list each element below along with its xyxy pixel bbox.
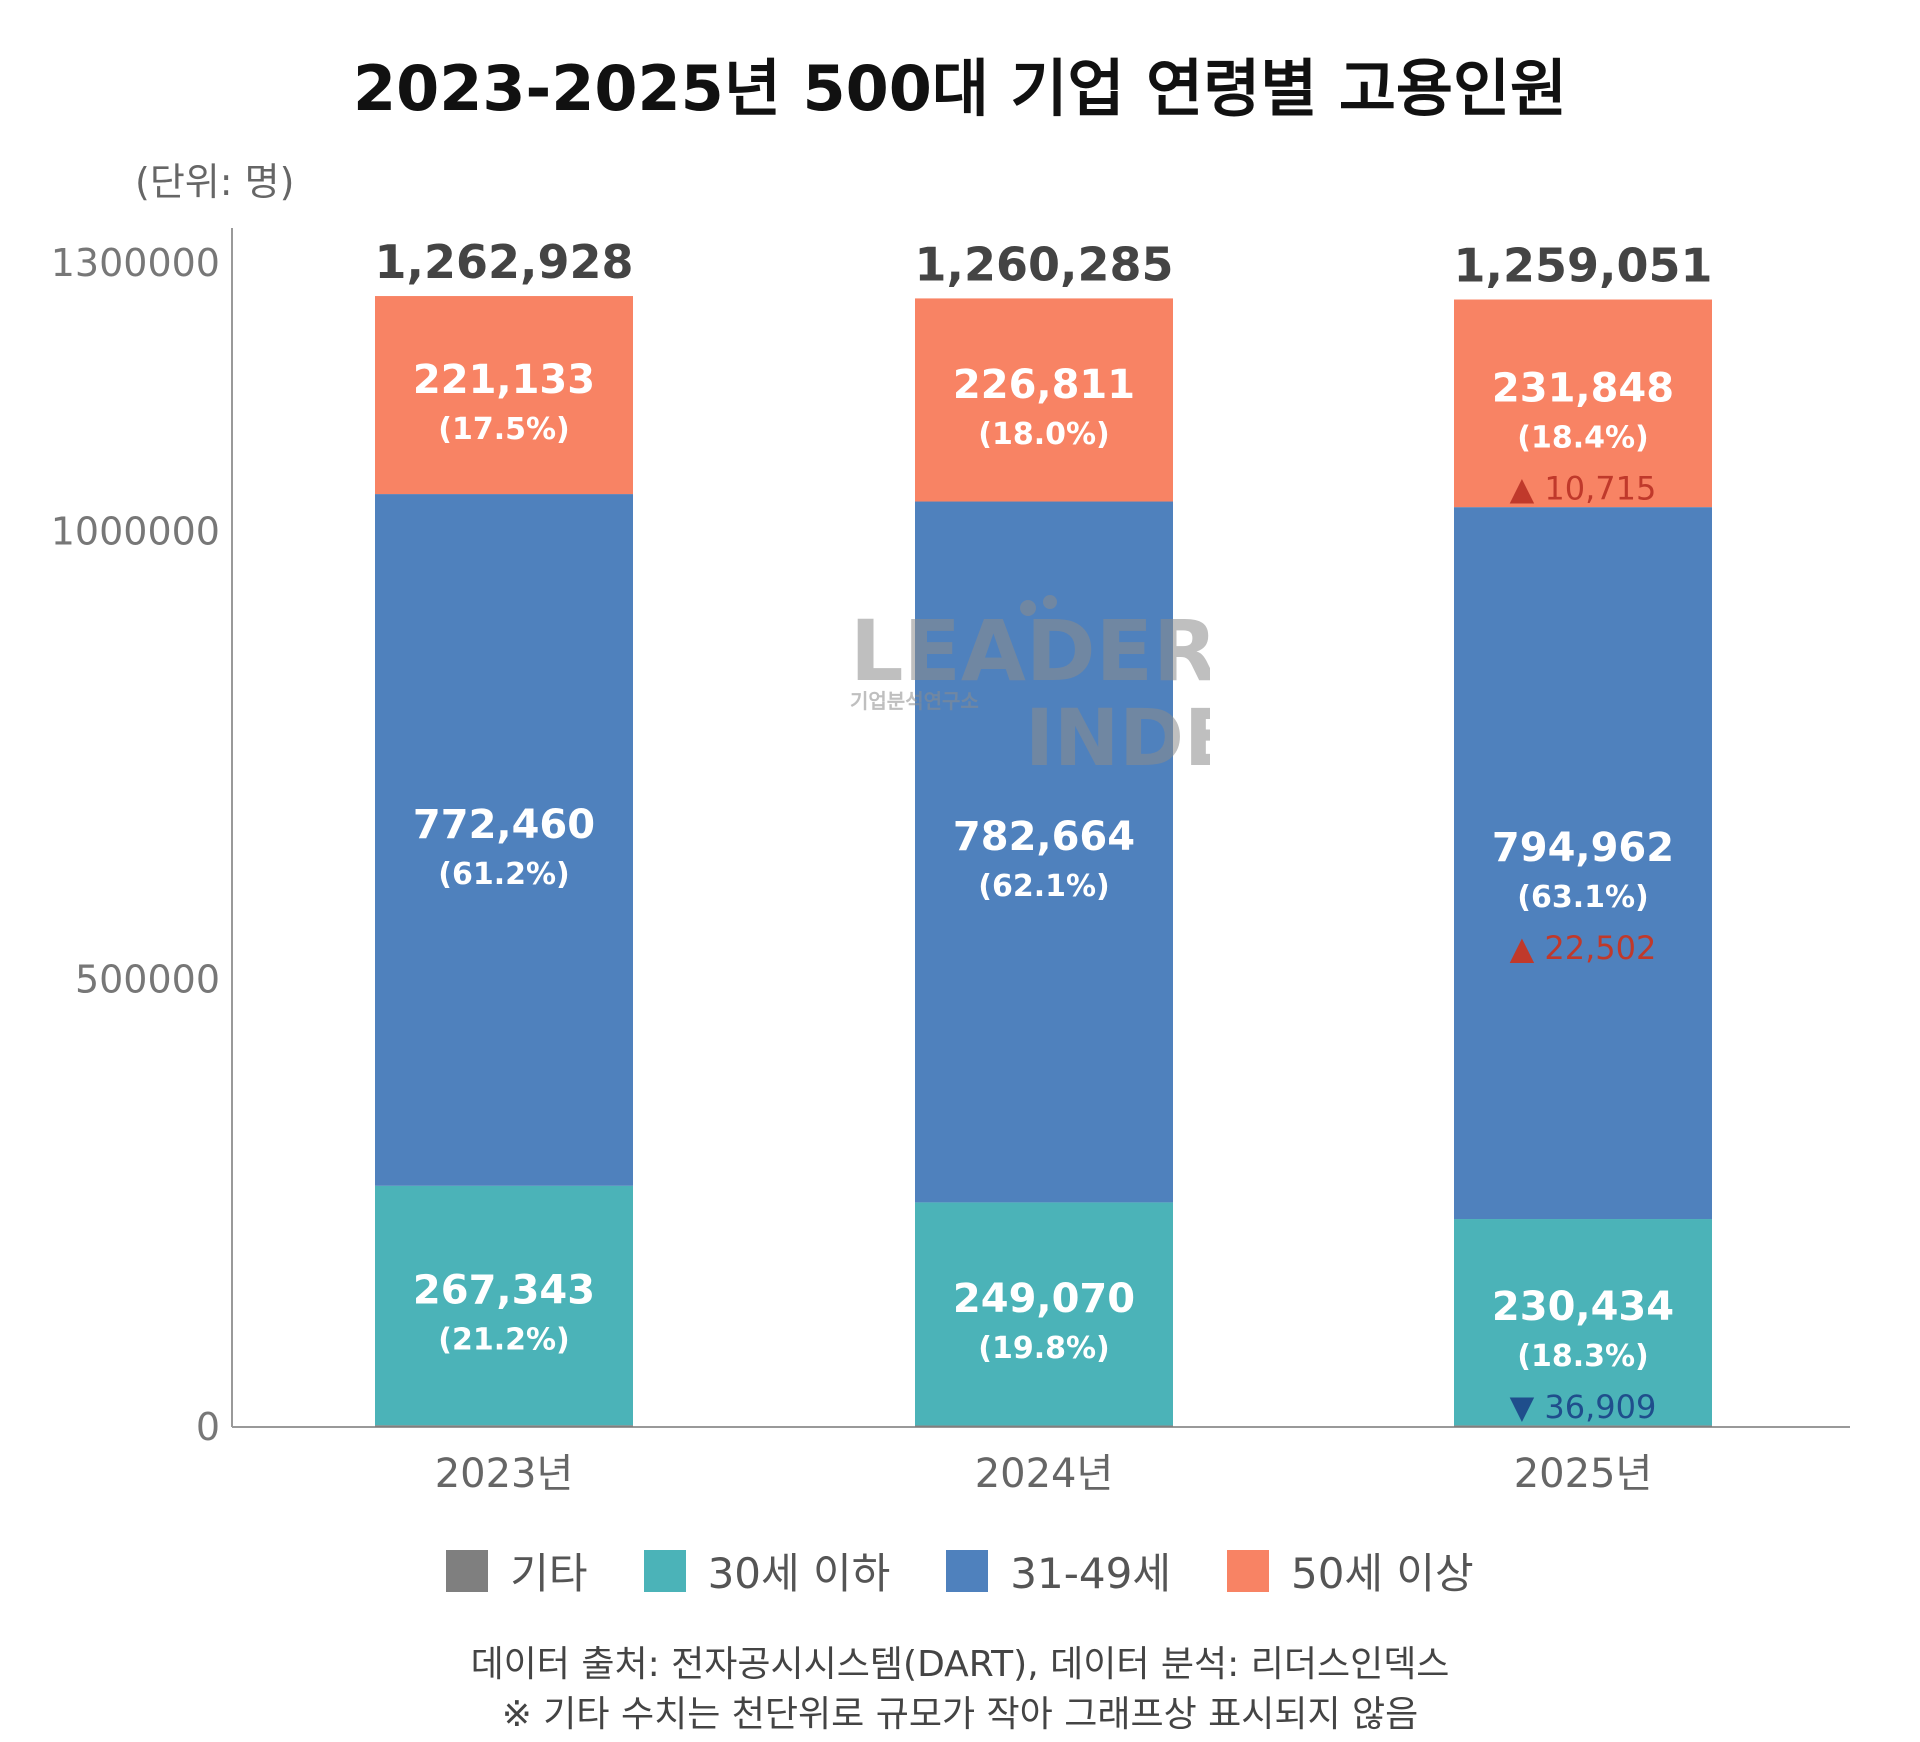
legend-swatch: [446, 1549, 489, 1592]
data-label: 772,460: [413, 802, 595, 848]
legend-swatch: [1226, 1549, 1269, 1592]
legend-swatch: [946, 1549, 989, 1592]
change-annotation: ▼ 36,909: [1510, 1388, 1657, 1426]
y-tick-label: 1000000: [51, 510, 220, 554]
x-tick-label: 2023년: [435, 1451, 574, 1497]
total-label: 1,259,051: [1454, 239, 1713, 293]
legend-label: 31-49세: [1010, 1549, 1171, 1598]
label-layer: 267,343 (21.2%) 772,460 (61.2%) 221,133 (17.5…: [375, 235, 1713, 1426]
chart-title: 2023-2025년 500대 기업 연령별 고용인원: [352, 52, 1568, 125]
legend-item: 30세 이하: [643, 1540, 891, 1601]
data-pct-label: (18.3%): [1517, 1339, 1649, 1374]
etc-note: ※ 기타 수치는 천단위로 규모가 작아 그래프상 표시되지 않음: [501, 1694, 1419, 1735]
bar-segment-기타: [1454, 1425, 1712, 1427]
bar-segment-31-49세: [375, 494, 633, 1186]
legend-item: 기타: [446, 1540, 588, 1601]
chart-area: (단위: 명) 0 500000 1000000 1300000 2023년 2024년 2…: [51, 160, 1850, 1497]
bar-segment-30세-이하: [375, 1185, 633, 1426]
legend-label: 기타: [510, 1549, 588, 1598]
legend: 기타 30세 이하 31-49세 50세 이상: [0, 1540, 1920, 1601]
total-label: 1,260,285: [915, 237, 1174, 291]
legend-swatch: [643, 1549, 686, 1592]
data-pct-label: (19.8%): [978, 1331, 1110, 1366]
data-pct-label: (18.0%): [978, 417, 1110, 452]
data-label: 231,848: [1492, 365, 1674, 411]
x-tick-label: 2025년: [1514, 1451, 1653, 1497]
watermark-line2: INDEX: [1025, 694, 1210, 784]
watermark-dot-icon: [1020, 600, 1036, 616]
bar-segment-30세-이하: [915, 1202, 1173, 1426]
data-pct-label: (63.1%): [1517, 880, 1649, 915]
legend-label: 50세 이상: [1290, 1549, 1474, 1598]
data-pct-label: (62.1%): [978, 869, 1110, 904]
data-pct-label: (18.4%): [1517, 420, 1649, 455]
bar-segment-30세-이하: [1454, 1219, 1712, 1426]
y-tick-label: 1300000: [51, 241, 220, 285]
legend-item: 50세 이상: [1226, 1540, 1474, 1601]
data-label: 221,133: [413, 357, 595, 403]
bar-segment-기타: [375, 1425, 633, 1427]
data-label: 782,664: [953, 814, 1135, 860]
bar-segment-50세-이상: [375, 296, 633, 495]
data-label: 249,070: [953, 1276, 1135, 1322]
watermark-dot-icon: [1043, 595, 1057, 609]
change-annotation: ▲ 10,715: [1510, 469, 1657, 507]
y-tick-label: 0: [196, 1405, 220, 1449]
data-pct-label: (17.5%): [438, 412, 570, 447]
data-label: 230,434: [1492, 1284, 1674, 1330]
bar-segment-31-49세: [1454, 507, 1712, 1220]
x-tick-label: 2024년: [975, 1451, 1114, 1497]
footer: 데이터 출처: 전자공시시스템(DART), 데이터 분석: 리더스인덱스 ※ …: [0, 1640, 1920, 1740]
bar-segment-50세-이상: [1454, 299, 1712, 508]
bar-layer: [375, 296, 1712, 1427]
bar-segment-31-49세: [915, 501, 1173, 1203]
data-label: 226,811: [953, 362, 1135, 408]
total-label: 1,262,928: [375, 235, 634, 289]
axis-layer: 0 500000 1000000 1300000 2023년 2024년 2025년: [51, 228, 1850, 1497]
change-annotation: ▲ 22,502: [1510, 929, 1657, 967]
bar-segment-50세-이상: [915, 298, 1173, 502]
watermark-line1: LEADERS: [850, 602, 1210, 700]
data-pct-label: (61.2%): [438, 857, 570, 892]
data-label: 267,343: [413, 1268, 595, 1314]
y-tick-label: 500000: [75, 957, 220, 1001]
bar-segment-기타: [915, 1425, 1173, 1427]
legend-item: 31-49세: [946, 1540, 1171, 1601]
data-label: 794,962: [1492, 825, 1674, 871]
watermark-logo: LEADERS 기업분석연구소 INDEX: [850, 590, 1297, 800]
source-note: 데이터 출처: 전자공시시스템(DART), 데이터 분석: 리더스인덱스: [470, 1644, 1450, 1685]
unit-label: (단위: 명): [135, 160, 294, 204]
data-pct-label: (21.2%): [438, 1323, 570, 1358]
legend-label: 30세 이하: [707, 1549, 891, 1598]
watermark-sub: 기업분석연구소: [850, 689, 979, 713]
